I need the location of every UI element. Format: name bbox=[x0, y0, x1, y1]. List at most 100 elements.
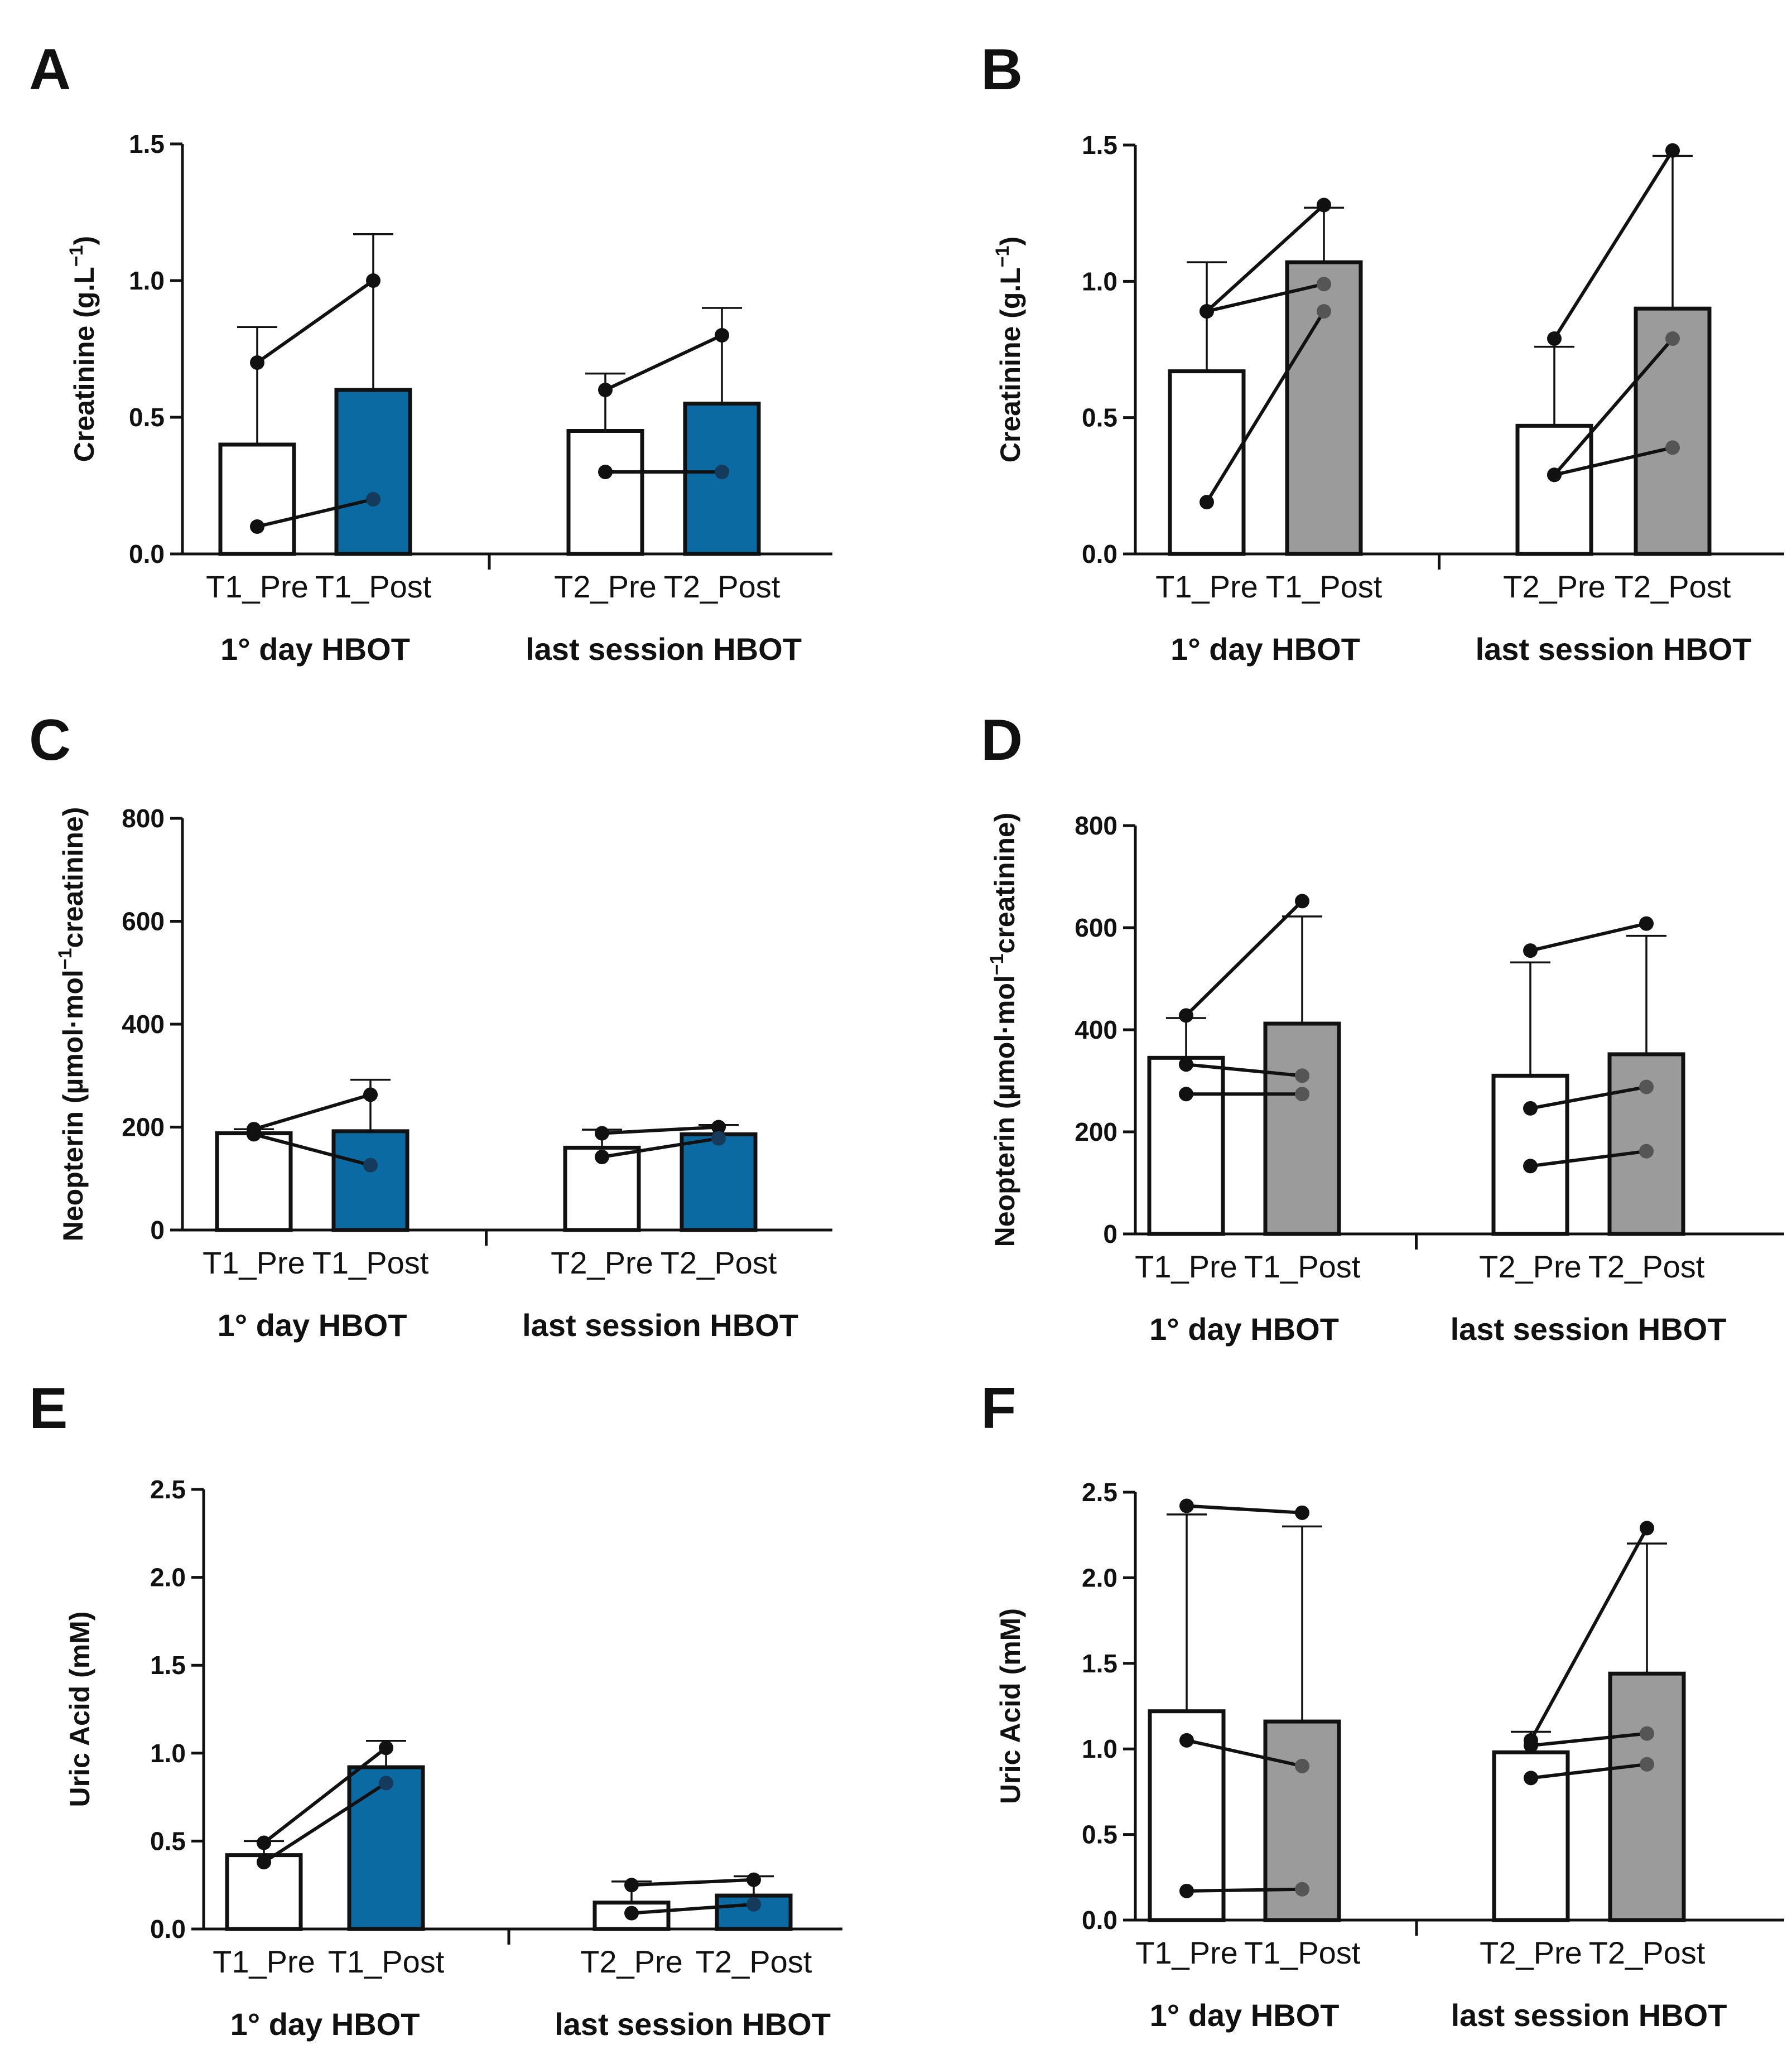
subject-point-post bbox=[746, 1897, 761, 1912]
subject-point-pre bbox=[1523, 1159, 1538, 1174]
panel-e: E 0.0 0.5 1.0 1.5 2.0 2.5 Uric Acid (mM) T1_Pre T… bbox=[29, 1376, 842, 2042]
subject-point-pre bbox=[624, 1878, 639, 1893]
bar-t1-pre bbox=[1147, 1055, 1225, 1236]
y-tick-label: 0.0 bbox=[1082, 539, 1117, 568]
y-axis-label: Uric Acid (mM) bbox=[64, 1612, 95, 1807]
y-axis-label-superscript: −1 bbox=[992, 245, 1013, 267]
subject-line bbox=[1530, 1085, 1647, 1110]
x-tick-label: T2_Post bbox=[696, 1944, 812, 1979]
bar-t2-pre bbox=[566, 429, 644, 556]
x-tick-label: T2_Pre bbox=[1503, 569, 1606, 604]
x-group-label: last session HBOT bbox=[526, 631, 802, 667]
y-tick-label: 1.5 bbox=[1082, 131, 1117, 160]
y-axis-label: Neopterin (µmol·mol−1creatinine) bbox=[986, 813, 1020, 1247]
y-axis-label-part: Neopterin (µmol·mol bbox=[989, 975, 1020, 1247]
subject-line bbox=[1553, 149, 1674, 340]
x-tick-label: T2_Pre bbox=[554, 569, 657, 604]
subject-point-pre bbox=[1179, 1733, 1194, 1748]
y-tick-label: 200 bbox=[122, 1113, 165, 1142]
subject-point-post bbox=[1639, 916, 1654, 931]
y-tick-label: 1.0 bbox=[1082, 1734, 1117, 1763]
subject-line bbox=[601, 1136, 719, 1159]
subject-point-post bbox=[715, 328, 729, 343]
y-tick-label: 400 bbox=[122, 1010, 165, 1039]
x-tick-label: T2_Pre bbox=[1479, 1249, 1582, 1284]
subject-point-post bbox=[363, 1158, 378, 1173]
subject-point-post bbox=[1317, 277, 1331, 292]
subject-point-post bbox=[1665, 440, 1680, 455]
subject-line bbox=[631, 1878, 754, 1887]
subject-point-post bbox=[1295, 1505, 1309, 1520]
x-tick-label: T2_Post bbox=[661, 1245, 777, 1280]
x-tick-label: T2_Pre bbox=[1480, 1935, 1582, 1970]
y-tick-label: 1.0 bbox=[150, 1739, 186, 1768]
x-group-label: last session HBOT bbox=[1476, 631, 1752, 667]
x-group-label: 1° day HBOT bbox=[1149, 1311, 1339, 1347]
subject-line bbox=[1554, 446, 1673, 477]
x-group-label: 1° day HBOT bbox=[220, 631, 410, 667]
subject-point-post bbox=[1665, 331, 1680, 346]
y-axis-label: Neopterin (µmol·mol−1creatinine) bbox=[55, 807, 89, 1242]
subject-point-post bbox=[1639, 1144, 1654, 1159]
y-tick-label: 2.5 bbox=[1082, 1478, 1117, 1507]
subject-point-pre bbox=[1523, 1101, 1538, 1116]
bar-t2-post bbox=[1634, 306, 1712, 556]
subject-point-post bbox=[715, 465, 729, 479]
subject-point-pre bbox=[250, 355, 264, 370]
y-axis-label-part: ) bbox=[69, 236, 100, 245]
y-axis-label-part: Uric Acid (mM) bbox=[64, 1612, 95, 1807]
x-tick-label: T1_Pre bbox=[1155, 569, 1258, 604]
x-tick-label: T2_Pre bbox=[580, 1944, 683, 1979]
y-axis-label-superscript: −1 bbox=[986, 953, 1008, 975]
subject-point-pre bbox=[247, 1127, 261, 1142]
subject-point-pre bbox=[595, 1150, 609, 1165]
x-tick-label: T2_Post bbox=[1589, 1935, 1706, 1970]
y-axis-label-superscript: −1 bbox=[55, 948, 76, 970]
panel-letter: D bbox=[981, 708, 1023, 773]
y-axis-label-part: Creatinine (g.L bbox=[69, 267, 100, 462]
subject-point-pre bbox=[1200, 495, 1214, 510]
x-tick-label: T1_Pre bbox=[203, 1245, 305, 1280]
subject-point-post bbox=[379, 1776, 393, 1791]
x-tick-label: T1_Post bbox=[1244, 1935, 1361, 1970]
subject-line bbox=[1184, 900, 1304, 1017]
y-tick-label: 800 bbox=[122, 804, 165, 833]
y-tick-label: 2.0 bbox=[150, 1563, 186, 1592]
x-tick-label: T1_Pre bbox=[206, 569, 309, 604]
subject-point-post bbox=[363, 1087, 378, 1102]
bar-t1-pre bbox=[215, 1131, 293, 1232]
bar-t1-post bbox=[334, 388, 412, 556]
bar-t2-post bbox=[680, 1132, 758, 1232]
y-tick-label: 2.0 bbox=[1082, 1563, 1117, 1592]
subject-point-post bbox=[1295, 1882, 1309, 1897]
subject-line bbox=[263, 1746, 387, 1844]
y-axis-label-part: Uric Acid (mM) bbox=[995, 1608, 1026, 1804]
subject-point-post bbox=[1665, 143, 1680, 158]
subject-line bbox=[1530, 1732, 1648, 1748]
subject-point-post bbox=[746, 1872, 761, 1887]
subject-line bbox=[1530, 922, 1647, 953]
y-tick-label: 600 bbox=[1075, 913, 1117, 942]
subject-point-post bbox=[1295, 1087, 1309, 1102]
bar-t1-post bbox=[347, 1765, 425, 1931]
x-group-label: last session HBOT bbox=[555, 2007, 831, 2042]
y-tick-label: 1.5 bbox=[129, 129, 165, 158]
y-axis-label: Uric Acid (mM) bbox=[995, 1608, 1026, 1804]
subject-point-pre bbox=[1524, 1771, 1538, 1786]
subject-point-pre bbox=[257, 1835, 271, 1850]
subject-point-post bbox=[1640, 1521, 1654, 1536]
subject-line bbox=[604, 334, 723, 392]
subject-point-post bbox=[1295, 1758, 1309, 1773]
subject-line bbox=[1530, 1149, 1647, 1168]
panel-letter: C bbox=[29, 708, 71, 773]
x-tick-label: T1_Post bbox=[328, 1944, 445, 1979]
subject-point-pre bbox=[1179, 1883, 1194, 1898]
x-group-label: 1° day HBOT bbox=[230, 2007, 420, 2042]
subject-line bbox=[1205, 310, 1326, 503]
panel-letter: B bbox=[981, 37, 1023, 102]
y-tick-label: 1.5 bbox=[1082, 1649, 1117, 1678]
subject-line bbox=[1206, 282, 1324, 314]
bar-t2-pre bbox=[1491, 1073, 1569, 1236]
x-tick-label: T1_Pre bbox=[1135, 1935, 1238, 1970]
